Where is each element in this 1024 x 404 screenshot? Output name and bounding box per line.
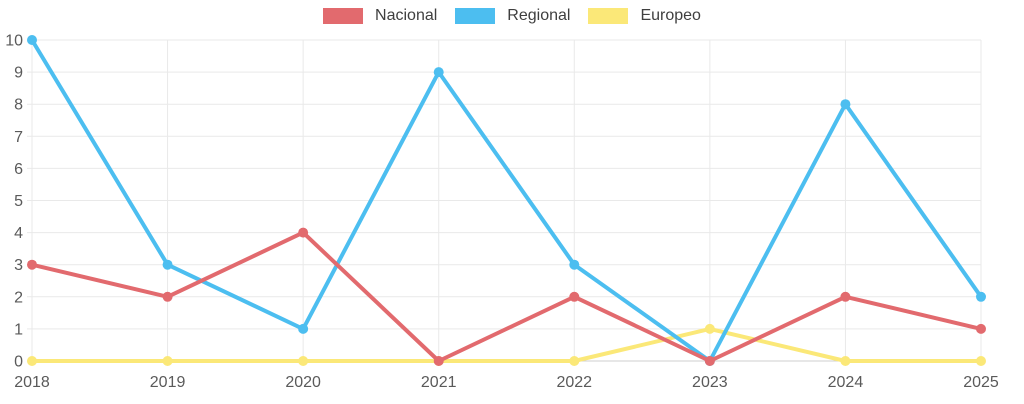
x-tick-label: 2024 — [828, 374, 864, 391]
y-tick-label: 8 — [14, 97, 23, 114]
series-line-europeo — [30, 326, 983, 363]
data-point-nacional — [569, 291, 580, 302]
data-point-regional — [298, 323, 309, 334]
legend-label: Nacional — [375, 7, 438, 24]
series-line-regional — [30, 38, 983, 363]
data-point-regional — [433, 67, 444, 78]
data-point-europeo — [704, 323, 715, 334]
y-tick-label: 5 — [14, 193, 23, 210]
data-point-nacional — [162, 291, 173, 302]
y-tick-label: 1 — [14, 321, 23, 338]
x-tick-label: 2018 — [14, 374, 50, 391]
y-tick-label: 10 — [5, 33, 23, 50]
data-point-regional — [840, 99, 851, 110]
legend-item-nacional[interactable]: Nacional — [323, 7, 437, 25]
data-point-nacional — [298, 227, 309, 238]
x-tick-label: 2025 — [963, 374, 999, 391]
data-point-europeo — [162, 356, 173, 366]
x-tick-label: 2021 — [421, 374, 457, 391]
data-point-europeo — [976, 356, 986, 366]
legend-item-europeo[interactable]: Europeo — [588, 7, 701, 25]
legend-swatch-europeo — [588, 8, 629, 24]
data-point-regional — [976, 291, 986, 302]
data-point-europeo — [27, 356, 37, 366]
legend-swatch-nacional — [323, 8, 364, 24]
y-tick-label: 0 — [14, 354, 23, 371]
y-tick-label: 3 — [14, 257, 23, 274]
chart-legend: Nacional Regional Europeo — [0, 7, 1024, 25]
data-point-regional — [27, 35, 37, 45]
series-line-nacional — [30, 230, 983, 363]
legend-label: Regional — [507, 7, 571, 24]
x-tick-label: 2022 — [556, 374, 592, 391]
data-point-regional — [569, 259, 580, 270]
data-point-nacional — [704, 356, 715, 366]
legend-label: Europeo — [640, 7, 701, 24]
legend-swatch-regional — [455, 8, 496, 24]
data-point-nacional — [433, 356, 444, 366]
data-point-europeo — [840, 356, 851, 366]
y-tick-label: 2 — [14, 289, 23, 306]
y-tick-label: 7 — [14, 129, 23, 146]
legend-item-regional[interactable]: Regional — [455, 7, 570, 25]
data-point-nacional — [976, 323, 986, 334]
y-tick-label: 4 — [14, 225, 23, 242]
x-tick-label: 2023 — [692, 374, 728, 391]
data-point-regional — [162, 259, 173, 270]
y-tick-label: 9 — [14, 65, 23, 82]
x-tick-label: 2020 — [285, 374, 321, 391]
data-point-europeo — [298, 356, 309, 366]
y-tick-label: 6 — [14, 161, 23, 178]
x-tick-label: 2019 — [150, 374, 186, 391]
data-point-nacional — [840, 291, 851, 302]
data-point-nacional — [27, 259, 37, 270]
data-point-europeo — [569, 356, 580, 366]
